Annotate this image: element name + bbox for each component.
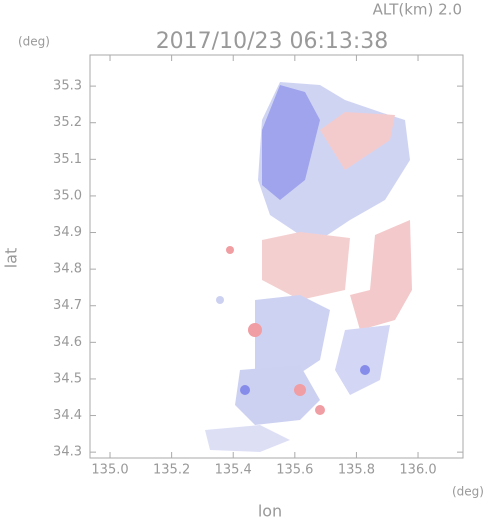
echo-area bbox=[262, 232, 350, 300]
y-tick-label: 34.9 bbox=[53, 225, 82, 240]
echo-area bbox=[320, 112, 395, 170]
plot-frame bbox=[89, 54, 464, 459]
y-tick-label: 35.3 bbox=[53, 79, 82, 94]
y-axis-label: lat bbox=[2, 248, 21, 269]
radar-field bbox=[205, 82, 412, 452]
chart-title: 2017/10/23 06:13:38 bbox=[156, 29, 389, 54]
y-tick-label: 35.0 bbox=[53, 188, 82, 203]
echo-area bbox=[205, 425, 290, 452]
altitude: ALT(km) 2.0 bbox=[373, 1, 462, 19]
x-tick-label: 135.6 bbox=[276, 463, 313, 478]
echo-area bbox=[240, 385, 250, 395]
y-tick-label: 34.5 bbox=[53, 371, 82, 386]
x-tick-label: 135.2 bbox=[153, 463, 190, 478]
echo-area bbox=[216, 296, 224, 304]
x-axis-label: lon bbox=[258, 502, 282, 521]
echo-area bbox=[360, 365, 370, 375]
echo-area bbox=[350, 220, 412, 330]
echo-area bbox=[255, 295, 330, 380]
x-tick-label: 135.4 bbox=[215, 463, 252, 478]
echo-area bbox=[248, 323, 262, 337]
y-tick-label: 34.8 bbox=[53, 262, 82, 277]
x-unit: (deg) bbox=[452, 485, 484, 499]
x-tick-label: 136.0 bbox=[399, 463, 436, 478]
x-tick-label: 135.8 bbox=[338, 463, 375, 478]
y-tick-label: 34.4 bbox=[53, 408, 82, 423]
x-tick-label: 135.0 bbox=[91, 463, 128, 478]
y-tick-label: 34.6 bbox=[53, 335, 82, 350]
y-tick-label: 34.3 bbox=[53, 445, 82, 460]
echo-area bbox=[294, 384, 306, 396]
echo-area bbox=[315, 405, 325, 415]
echo-area bbox=[262, 85, 320, 200]
echo-area bbox=[226, 246, 234, 254]
y-tick-label: 35.2 bbox=[53, 115, 82, 130]
y-tick-label: 34.7 bbox=[53, 298, 82, 313]
echo-area bbox=[335, 325, 390, 395]
y-tick-label: 35.1 bbox=[53, 152, 82, 167]
y-unit: (deg) bbox=[18, 35, 50, 49]
echo-area bbox=[235, 365, 320, 425]
